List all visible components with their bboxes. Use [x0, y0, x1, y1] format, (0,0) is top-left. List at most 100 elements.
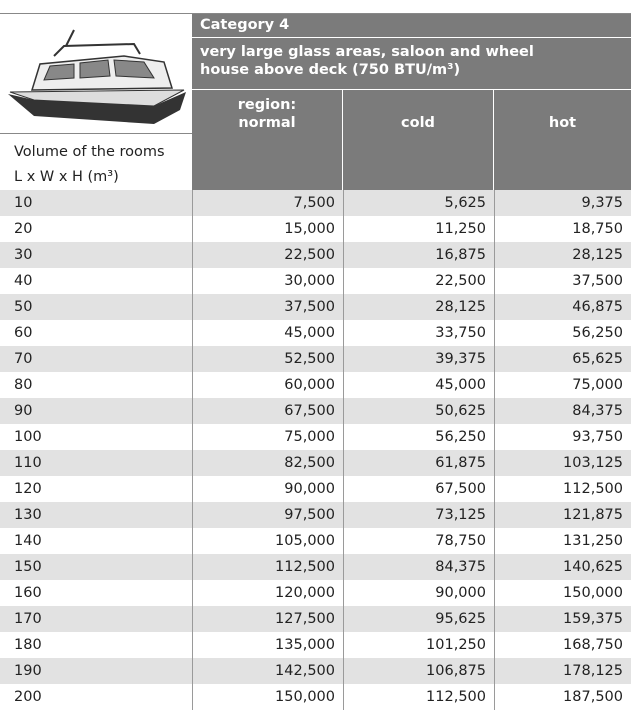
cell-value: 168,750 — [494, 632, 631, 658]
cell-value: 60,000 — [192, 372, 343, 398]
cell-value: 37,500 — [494, 268, 631, 294]
row-label: 160 — [0, 580, 192, 606]
cell-value: 67,500 — [192, 398, 343, 424]
cell-value: 140,625 — [494, 554, 631, 580]
cell-value: 46,875 — [494, 294, 631, 320]
cell-value: 16,875 — [343, 242, 494, 268]
row-label: 170 — [0, 606, 192, 632]
table-row: 140105,00078,750131,250 — [0, 528, 631, 554]
row-label: 200 — [0, 684, 192, 710]
column-header: hot — [494, 90, 631, 190]
cell-value: 95,625 — [343, 606, 494, 632]
row-header-line: Volume of the rooms — [14, 140, 165, 165]
cell-value: 52,500 — [192, 346, 343, 372]
row-label: 80 — [0, 372, 192, 398]
cell-value: 22,500 — [192, 242, 343, 268]
cell-value: 103,125 — [494, 450, 631, 476]
description-line: very large glass areas, saloon and wheel — [200, 43, 623, 61]
row-label: 20 — [0, 216, 192, 242]
row-label: 110 — [0, 450, 192, 476]
cell-value: 112,500 — [343, 684, 494, 710]
cell-value: 90,000 — [192, 476, 343, 502]
rule — [0, 133, 192, 134]
cell-value: 150,000 — [192, 684, 343, 710]
row-label: 150 — [0, 554, 192, 580]
cell-value: 9,375 — [494, 190, 631, 216]
cell-value: 131,250 — [494, 528, 631, 554]
cell-value: 78,750 — [343, 528, 494, 554]
cell-value: 84,375 — [343, 554, 494, 580]
column-header-line: normal — [192, 114, 342, 132]
cell-value: 121,875 — [494, 502, 631, 528]
cell-value: 61,875 — [343, 450, 494, 476]
cell-value: 39,375 — [343, 346, 494, 372]
cell-value: 7,500 — [192, 190, 343, 216]
row-label: 30 — [0, 242, 192, 268]
cell-value: 127,500 — [192, 606, 343, 632]
cell-value: 178,125 — [494, 658, 631, 684]
cell-value: 82,500 — [192, 450, 343, 476]
cell-value: 37,500 — [192, 294, 343, 320]
cell-value: 65,625 — [494, 346, 631, 372]
cell-value: 142,500 — [192, 658, 343, 684]
cell-value: 101,250 — [343, 632, 494, 658]
description: very large glass areas, saloon and wheel… — [192, 38, 631, 89]
cell-value: 28,125 — [343, 294, 494, 320]
cell-value: 106,875 — [343, 658, 494, 684]
cell-value: 75,000 — [494, 372, 631, 398]
cell-value: 84,375 — [494, 398, 631, 424]
page: {"header": {"category": "Category 4", "d… — [0, 0, 631, 713]
row-label: 10 — [0, 190, 192, 216]
row-label: 100 — [0, 424, 192, 450]
cell-value: 112,500 — [494, 476, 631, 502]
row-label: 190 — [0, 658, 192, 684]
cell-value: 73,125 — [343, 502, 494, 528]
cell-value: 112,500 — [192, 554, 343, 580]
cell-value: 45,000 — [343, 372, 494, 398]
row-label: 130 — [0, 502, 192, 528]
row-header: Volume of the rooms L x W x H (m³) — [14, 140, 165, 190]
cell-value: 22,500 — [343, 268, 494, 294]
category: Category 4 — [192, 14, 631, 37]
cell-value: 30,000 — [192, 268, 343, 294]
cell-value: 11,250 — [343, 216, 494, 242]
cell-value: 75,000 — [192, 424, 343, 450]
boat-illustration — [4, 26, 190, 126]
cell-value: 150,000 — [494, 580, 631, 606]
cell-value: 18,750 — [494, 216, 631, 242]
cell-value: 45,000 — [192, 320, 343, 346]
cell-value: 97,500 — [192, 502, 343, 528]
row-label: 60 — [0, 320, 192, 346]
cell-value: 28,125 — [494, 242, 631, 268]
cell-value: 56,250 — [494, 320, 631, 346]
cell-value: 187,500 — [494, 684, 631, 710]
row-label: 90 — [0, 398, 192, 424]
cell-value: 56,250 — [343, 424, 494, 450]
row-label: 120 — [0, 476, 192, 502]
row-label: 50 — [0, 294, 192, 320]
table-row: 4030,00022,50037,500 — [0, 268, 631, 294]
column-header-line: region: — [192, 96, 342, 114]
column-header: region:normal — [192, 90, 342, 190]
cell-value: 33,750 — [343, 320, 494, 346]
row-label: 70 — [0, 346, 192, 372]
row-header-line: L x W x H (m³) — [14, 165, 165, 190]
column-header: cold — [343, 90, 493, 190]
column-header-line: cold — [343, 114, 493, 132]
cell-value: 5,625 — [343, 190, 494, 216]
cell-value: 93,750 — [494, 424, 631, 450]
